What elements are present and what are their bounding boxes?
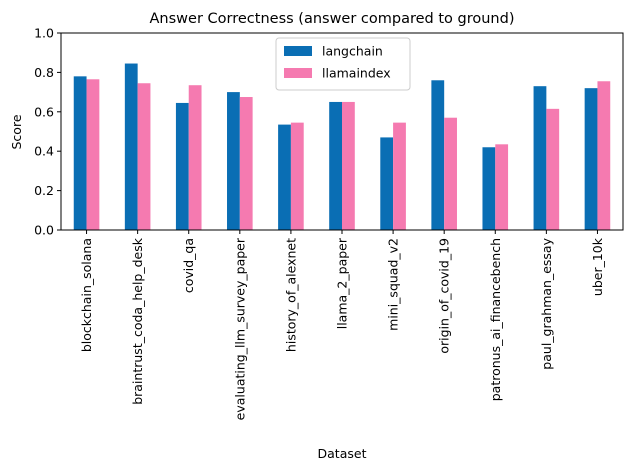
bar-langchain-blockchain_solana: [73, 76, 87, 230]
x-tick-label: evaluating_llm_survey_paper: [232, 237, 247, 420]
y-tick-label: 1.0: [34, 26, 54, 41]
y-tick-label: 0.0: [34, 223, 54, 238]
x-tick-label: history_of_alexnet: [283, 238, 298, 352]
x-tick-label: braintrust_coda_help_desk: [130, 237, 145, 405]
legend-label-llamaindex: llamaindex: [322, 66, 391, 81]
bar-langchain-llama_2_paper: [329, 101, 342, 230]
bar-langchain-evaluating_llm_survey_paper: [227, 92, 240, 230]
bar-langchain-history_of_alexnet: [278, 124, 291, 230]
chart-title: Answer Correctness (answer compared to g…: [150, 11, 515, 27]
y-tick-label: 0.2: [34, 183, 54, 198]
x-tick-label: mini_squad_v2: [386, 238, 401, 331]
bar-llamaindex-paul_grahman_essay: [546, 108, 560, 230]
bar-langchain-uber_10k: [584, 88, 598, 230]
bar-langchain-paul_grahman_essay: [533, 86, 547, 230]
bar-llamaindex-blockchain_solana: [86, 79, 100, 230]
bar-llamaindex-llama_2_paper: [342, 101, 355, 230]
legend-swatch-llamaindex: [284, 68, 312, 78]
x-axis-label: Dataset: [318, 446, 367, 461]
bar-llamaindex-braintrust_coda_help_desk: [137, 83, 151, 231]
bar-langchain-mini_squad_v2: [380, 137, 394, 230]
y-tick-label: 0.4: [34, 144, 54, 159]
bar-llamaindex-mini_squad_v2: [393, 122, 406, 230]
bar-langchain-patronus_ai_financebench: [482, 147, 496, 230]
bar-langchain-origin_of_covid_19: [431, 80, 445, 230]
bar-langchain-braintrust_coda_help_desk: [124, 63, 138, 230]
plot-area: 0.0 0.2 0.4 0.6 0.8 1.0 blockchain_solana brain…: [34, 26, 624, 420]
bar-llamaindex-evaluating_llm_survey_paper: [239, 97, 253, 231]
bar-langchain-covid_qa: [175, 102, 189, 230]
x-tick-label: paul_grahman_essay: [539, 237, 554, 369]
y-tick-label: 0.6: [34, 104, 54, 119]
y-tick-label: 0.8: [34, 65, 54, 80]
x-tick-label: origin_of_covid_19: [437, 238, 452, 354]
x-tick-label: covid_qa: [181, 238, 196, 293]
bar-llamaindex-uber_10k: [597, 81, 611, 230]
legend-swatch-langchain: [284, 46, 312, 56]
x-tick-label: uber_10k: [590, 237, 605, 296]
y-axis-label: Score: [9, 114, 24, 149]
x-tick-label: llama_2_paper: [335, 237, 350, 329]
bar-llamaindex-history_of_alexnet: [290, 122, 304, 230]
plot-frame: [60, 32, 624, 231]
bar-llamaindex-patronus_ai_financebench: [495, 144, 509, 230]
x-tick-label: blockchain_solana: [79, 238, 94, 352]
bar-llamaindex-origin_of_covid_19: [444, 117, 457, 230]
legend: langchain llamaindex: [275, 37, 411, 91]
x-tick-label: patronus_ai_financebench: [488, 238, 503, 401]
legend-label-langchain: langchain: [322, 44, 383, 59]
bar-llamaindex-covid_qa: [188, 85, 202, 231]
